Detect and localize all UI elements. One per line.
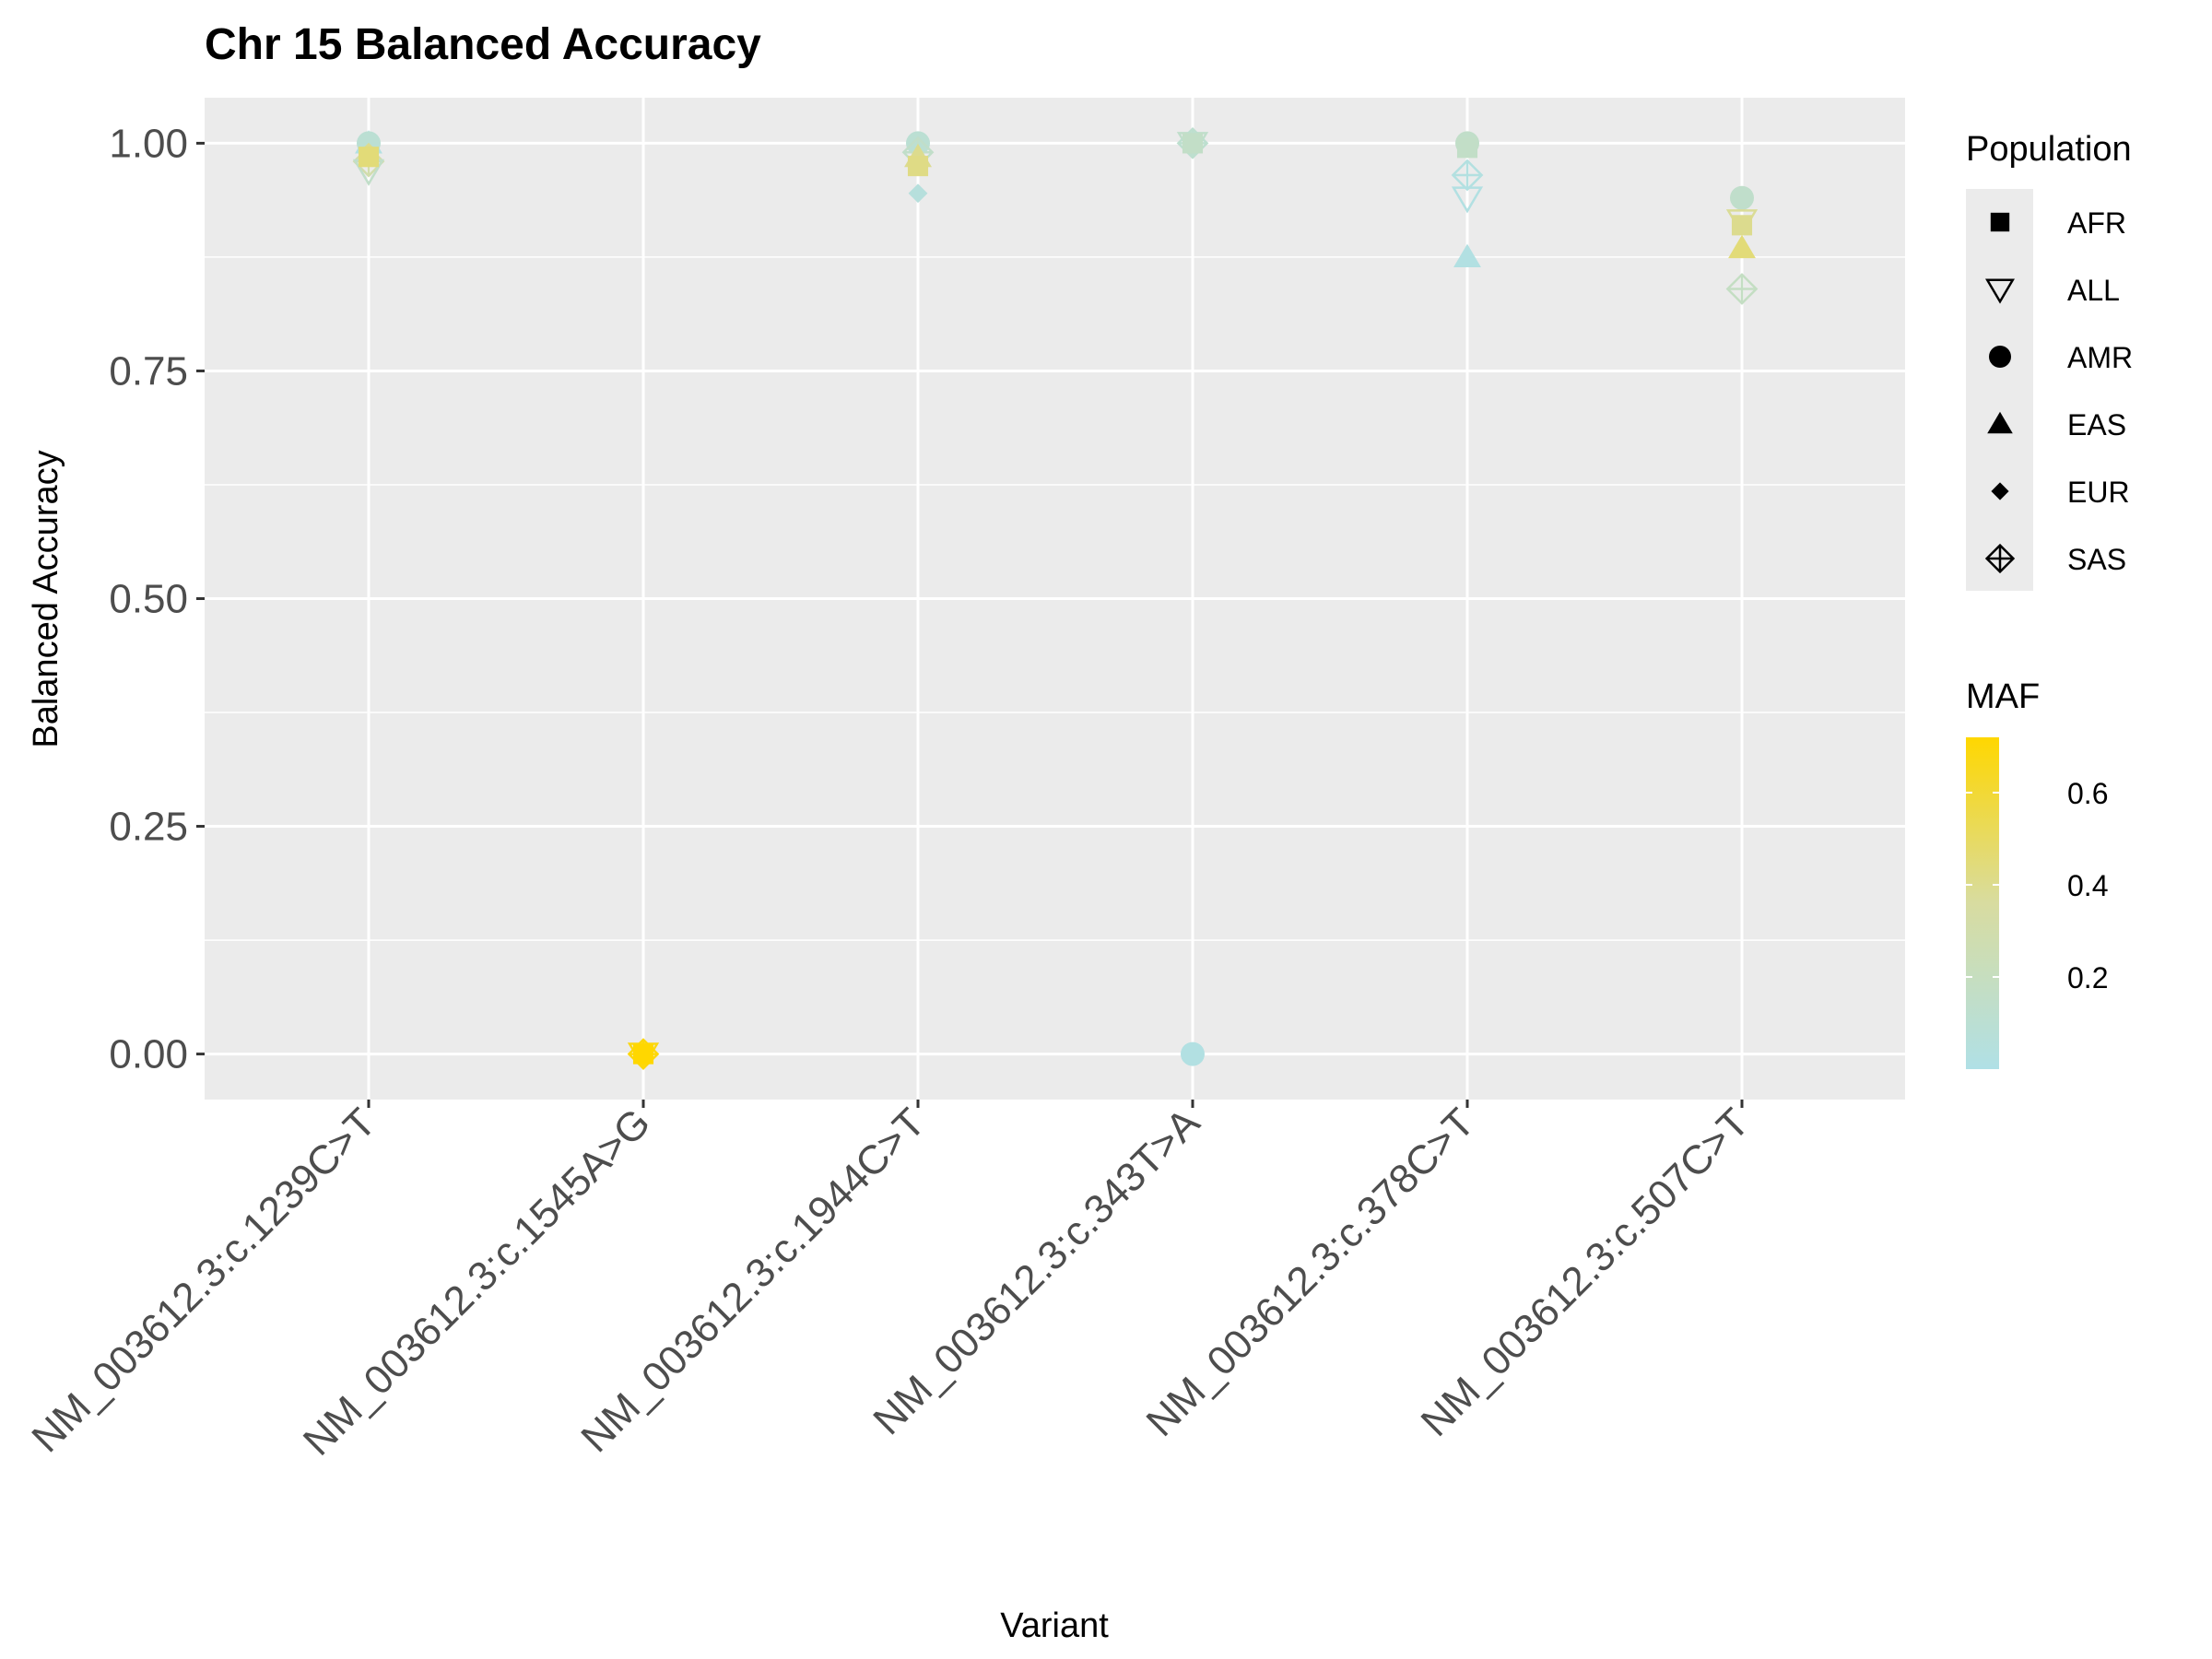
y-axis-label: Balanced Accuracy: [27, 450, 65, 747]
x-axis: NM_003612.3:c.1239C>TNM_003612.3:c.1545A…: [23, 1100, 1758, 1465]
population-legend-key-background: [1966, 189, 2033, 591]
legend-key-eas: [1987, 411, 2013, 434]
y-tick-label: 0.00: [109, 1032, 188, 1077]
legend-key-eur: [1991, 482, 2009, 500]
legend-label-eur: EUR: [2067, 476, 2130, 509]
legend-label-all: ALL: [2067, 274, 2120, 307]
population-legend: Population AFR ALL AMR EAS EUR SAS: [1966, 130, 2133, 591]
legend-label-eas: EAS: [2067, 408, 2126, 441]
data-point-amr: [1730, 185, 1754, 210]
data-point-afr: [1182, 133, 1204, 154]
data-point-amr: [1181, 1041, 1205, 1066]
legend-key-amr: [1989, 346, 2011, 368]
legend-label-afr: AFR: [2067, 206, 2126, 240]
maf-tick-label: 0.2: [2067, 961, 2108, 994]
data-point-eas: [1728, 234, 1756, 259]
data-point-afr: [632, 1043, 654, 1065]
x-tick-label: NM_003612.3:c.507C>T: [1413, 1100, 1759, 1445]
maf-colorbar: [1966, 737, 1999, 1069]
data-point-afr: [907, 156, 929, 177]
y-tick-label: 0.75: [109, 348, 188, 394]
data-point-eur: [908, 183, 928, 204]
x-tick-label: NM_003612.3:c.343T>A: [865, 1100, 1208, 1443]
data-point-afr: [358, 147, 380, 168]
grid-lines: [205, 98, 1905, 1100]
data-point-eas: [1453, 243, 1481, 267]
maf-tick-label: 0.4: [2067, 869, 2108, 902]
maf-legend: MAF 0.2 0.4 0.6: [1966, 677, 2108, 1069]
maf-tick-label: 0.6: [2067, 777, 2108, 810]
y-tick-label: 0.50: [109, 577, 188, 622]
y-tick-label: 0.25: [109, 805, 188, 850]
data-point-sas: [1725, 273, 1759, 305]
data-points: [352, 127, 1759, 1070]
legend-key-sas: [1984, 543, 2016, 574]
legend-key-afr: [1990, 212, 2010, 232]
y-tick-label: 1.00: [109, 121, 188, 166]
legend-key-all: [1985, 278, 2015, 304]
legend-label-sas: SAS: [2067, 543, 2126, 576]
legend-label-amr: AMR: [2067, 341, 2133, 374]
population-legend-title: Population: [1966, 130, 2132, 169]
data-point-sas: [1451, 159, 1484, 192]
data-point-afr: [1731, 215, 1753, 236]
chart-title: Chr 15 Balanced Accuracy: [205, 20, 761, 69]
y-axis: 0.00 0.25 0.50 0.75 1.00: [109, 121, 205, 1077]
x-axis-label: Variant: [1000, 1606, 1109, 1645]
maf-legend-title: MAF: [1966, 677, 2040, 716]
data-point-afr: [1456, 137, 1478, 159]
data-point-all: [1451, 186, 1484, 214]
